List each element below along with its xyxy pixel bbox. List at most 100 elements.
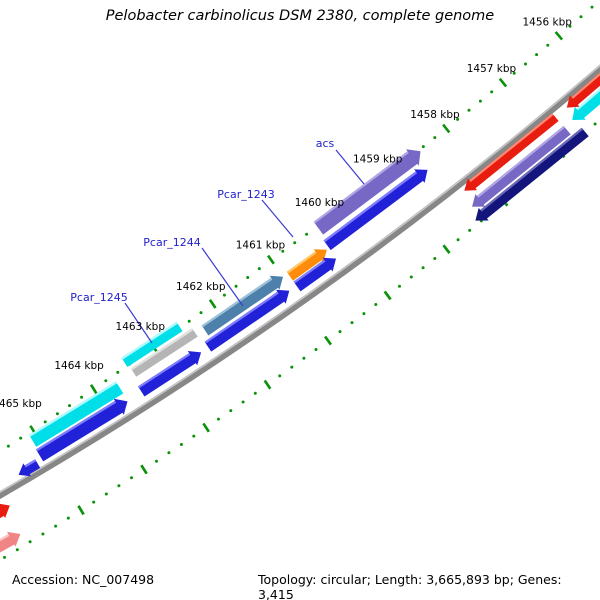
gene-arrow-highlight [469, 113, 554, 182]
tick-minor-upper [257, 267, 261, 271]
tick-label-1465: 1465 kbp [0, 398, 42, 410]
tick-major-upper [554, 31, 564, 41]
tick-minor-lower [130, 476, 133, 480]
tick-minor-lower [593, 122, 597, 126]
tick-minor-lower [229, 409, 233, 413]
gene-arrow-blue5a[interactable] [36, 398, 128, 462]
gene-arrow-Pcar_1243[interactable] [286, 249, 327, 281]
gene-arrow-highlight [130, 328, 194, 371]
tick-minor-lower [278, 374, 282, 378]
tick-minor-upper [293, 241, 297, 245]
gene-arrow-blue2[interactable] [293, 257, 336, 292]
gene-arrow-acs[interactable] [313, 149, 421, 235]
tick-major-upper [208, 299, 217, 309]
gene-arrow-highlight [0, 534, 10, 542]
gene-arrow-purple1[interactable] [472, 125, 571, 207]
genome-backbone [0, 64, 600, 499]
tick-minor-upper [104, 379, 108, 383]
tick-minor-upper [590, 5, 594, 9]
tick-label-1460: 1460 kbp [295, 197, 345, 209]
tick-major-lower [324, 335, 332, 346]
leader-line-acs [335, 149, 365, 185]
leader-line-Pcar_1244 [201, 247, 244, 307]
tick-minor-upper [199, 311, 203, 315]
gene-arrow-gray1[interactable] [130, 328, 198, 377]
tick-minor-lower [409, 275, 413, 279]
gene-arrow-blue4[interactable] [204, 289, 290, 352]
tick-minor-lower [433, 257, 437, 260]
tick-minor-upper [116, 370, 120, 374]
gene-features [0, 72, 600, 569]
tick-major-lower [263, 379, 272, 390]
ruler-labels: 1456 kbp 1457 kbp 1458 kbp 1459 kbp 1460 kbp… [0, 17, 572, 411]
gene-name-labels: acs Pcar_1243 Pcar_1244 Pcar_1245 [70, 137, 334, 304]
tick-minor-lower [167, 451, 171, 455]
gene-arrow-blue5b[interactable] [138, 351, 202, 397]
tick-minor-lower [54, 524, 58, 528]
backbone-line [0, 64, 600, 499]
tick-minor-upper [546, 43, 550, 47]
tick-minor-upper [43, 420, 47, 424]
tick-minor-lower [241, 400, 245, 404]
tick-major-upper [498, 77, 508, 88]
gene-arrow-blue6[interactable] [18, 459, 41, 477]
gene-label-acs[interactable]: acs [316, 137, 335, 150]
tick-minor-lower [179, 443, 183, 446]
accession-text: Accession: NC_007498 [12, 572, 155, 587]
tick-label-1458: 1458 kbp [410, 109, 460, 121]
tick-minor-upper [524, 62, 527, 66]
gene-arrow-highlight [204, 291, 279, 344]
gene-arrow-highlight [323, 171, 418, 243]
gene-arrow-highlight [36, 400, 117, 452]
tick-minor-upper [512, 71, 516, 75]
tick-major-lower [383, 290, 392, 301]
topology-stats-text: Topology: circular; Length: 3,665,893 bp… [258, 572, 562, 600]
tick-minor-lower [117, 484, 121, 488]
tick-minor-upper [421, 145, 425, 149]
gene-arrow-navy1[interactable] [475, 127, 589, 221]
gene-label-Pcar_1243[interactable]: Pcar_1243 [217, 188, 274, 201]
tick-minor-upper [456, 117, 460, 121]
tick-minor-upper [579, 15, 583, 19]
backbone-highlight [0, 64, 600, 493]
tick-label-1456: 1456 kbp [522, 17, 572, 29]
tick-minor-lower [15, 548, 19, 552]
tick-minor-lower [290, 365, 294, 369]
gene-arrow-cyan3[interactable] [29, 381, 124, 447]
tick-minor-lower [104, 492, 108, 496]
tick-minor-lower [398, 284, 401, 288]
tick-minor-upper [478, 99, 482, 103]
tick-major-lower [442, 244, 451, 254]
tick-label-1461: 1461 kbp [236, 240, 286, 252]
gene-arrow-Pcar_1245[interactable] [121, 321, 183, 367]
gene-arrow-highlight [201, 277, 273, 328]
tick-major-lower [140, 464, 148, 475]
tick-minor-upper [467, 108, 471, 112]
gene-label-Pcar_1245[interactable]: Pcar_1245 [70, 291, 127, 304]
tick-minor-upper [222, 293, 226, 297]
label-leader-lines [124, 149, 365, 344]
tick-minor-lower [338, 330, 342, 334]
tick-minor-lower [28, 540, 32, 544]
gene-label-Pcar_1244[interactable]: Pcar_1244 [143, 236, 200, 249]
gene-arrow-highlight [29, 381, 118, 437]
tick-minor-upper [6, 444, 10, 448]
tick-minor-lower [314, 348, 318, 351]
leader-line-Pcar_1245 [124, 302, 153, 344]
tick-minor-lower [456, 238, 460, 242]
tick-label-1464: 1464 kbp [54, 360, 104, 372]
gene-arrow-highlight [138, 353, 191, 389]
gene-arrow-highlight [476, 125, 565, 198]
tick-major-upper [267, 254, 275, 265]
gene-arrow-blue1[interactable] [323, 169, 428, 251]
tick-major-upper [89, 384, 98, 394]
tick-label-1457: 1457 kbp [467, 63, 517, 75]
tick-minor-lower [421, 266, 425, 270]
gene-arrow-highlight [313, 151, 409, 224]
gene-arrow-red3[interactable] [0, 503, 10, 569]
gene-arrow-red2[interactable] [464, 113, 559, 191]
tick-minor-upper [281, 249, 285, 253]
tick-minor-upper [246, 276, 250, 279]
